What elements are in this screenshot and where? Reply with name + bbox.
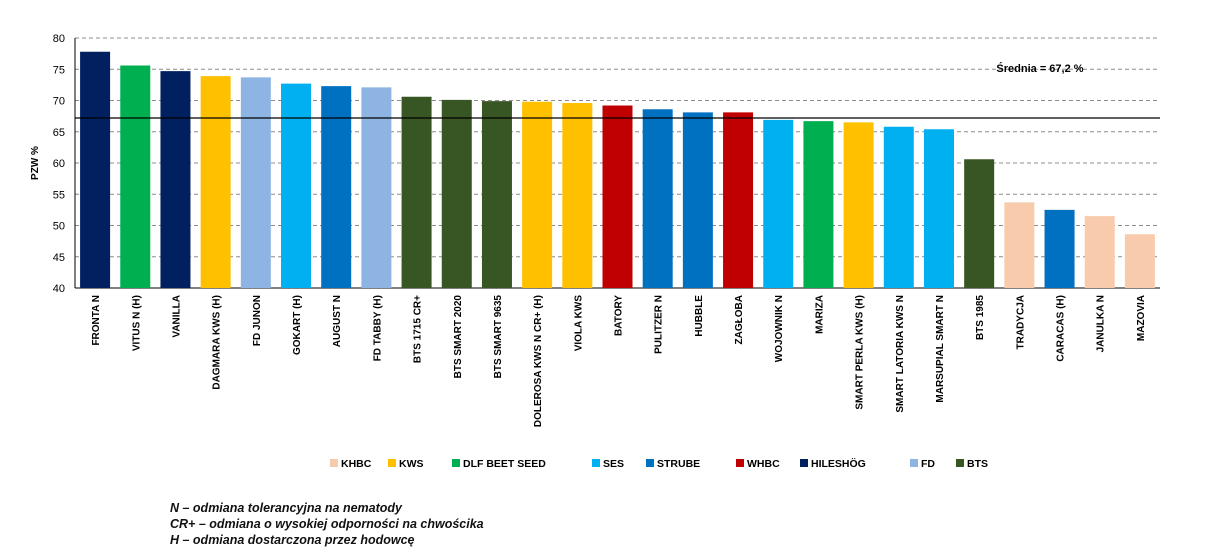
x-tick-label: DAGMARA KWS (H)	[212, 295, 223, 390]
bar	[481, 101, 512, 288]
footnotes: N – odmiana tolerancyjna na nematody CR+…	[170, 500, 770, 548]
y-tick-label: 80	[53, 33, 65, 45]
y-tick-label: 70	[53, 96, 65, 108]
legend-swatch	[736, 459, 744, 467]
legend-swatch	[800, 459, 808, 467]
x-tick-label: BTS 1985	[975, 295, 986, 340]
x-tick-label: FD JUNON	[252, 295, 263, 346]
x-tick-label: CARACAS (H)	[1056, 295, 1067, 362]
bar	[843, 122, 874, 288]
bar	[160, 71, 191, 288]
legend-label: STRUBE	[657, 458, 700, 470]
y-tick-label: 65	[53, 127, 65, 139]
x-tick-label: AUGUST N	[332, 295, 343, 347]
footnote-cr: CR+ – odmiana o wysokiej odporności na c…	[170, 517, 484, 531]
bar	[120, 65, 151, 288]
bar	[240, 77, 271, 288]
bar	[964, 159, 995, 288]
x-tick-label: SMART LATORIA KWS N	[895, 295, 906, 413]
x-tick-label: VITUS N (H)	[131, 295, 142, 351]
bar	[80, 51, 111, 288]
x-tick-label: VIOLA KWS	[573, 295, 584, 352]
bar	[361, 87, 392, 288]
bar	[642, 109, 673, 288]
x-tick-label: MAZOVIA	[1136, 295, 1147, 341]
legend-label: HILESHÖG	[811, 457, 866, 470]
legend-label: FD	[921, 458, 935, 470]
bar	[763, 119, 794, 288]
legend-label: BTS	[967, 458, 988, 470]
x-tick-label: VANILLA	[171, 295, 182, 338]
y-tick-label: 45	[53, 252, 65, 264]
x-tick-label: HUBBLE	[694, 295, 705, 337]
bar	[401, 96, 432, 288]
legend-swatch	[646, 459, 654, 467]
y-tick-label: 60	[53, 158, 65, 170]
legend-swatch	[330, 459, 338, 467]
mean-label: Średnia = 67,2 %	[996, 62, 1083, 75]
y-tick-label: 75	[53, 64, 65, 76]
y-axis-label: PZW %	[30, 146, 41, 180]
legend-swatch	[910, 459, 918, 467]
bar	[200, 76, 231, 288]
x-tick-label: SMART PERLA KWS (H)	[855, 295, 866, 410]
bar	[1084, 216, 1115, 288]
legend-swatch	[388, 459, 396, 467]
footnote-n: N – odmiana tolerancyjna na nematody	[170, 501, 403, 515]
bar	[923, 129, 954, 288]
y-tick-label: 50	[53, 221, 65, 233]
bar	[522, 101, 553, 288]
x-tick-label: DOLEROSA KWS N CR+ (H)	[533, 295, 544, 427]
legend-label: WHBC	[747, 458, 780, 470]
x-tick-label: ZAGŁOBA	[734, 295, 745, 344]
legend-label: DLF BEET SEED	[463, 458, 546, 470]
bar	[441, 99, 472, 288]
x-tick-label: MARIZA	[814, 295, 825, 334]
x-tick-label: GOKART (H)	[292, 295, 303, 355]
legend-label: KHBC	[341, 458, 372, 470]
bar	[602, 105, 633, 288]
x-tick-label: PULITZER N	[654, 295, 665, 354]
x-tick-label: TRADYCJA	[1015, 295, 1026, 349]
legend-label: SES	[603, 458, 624, 470]
bar	[1004, 202, 1035, 288]
bar-chart-svg: 40 45 50 55 60 65 70 75 80 PZW % FRONTA N VITUS N (…	[30, 33, 1160, 470]
x-tick-label: FD TABBY (H)	[372, 295, 383, 361]
bar	[883, 126, 914, 288]
x-tick-label: WOJOWNIK N	[774, 295, 785, 362]
x-tick-label: BTS SMART 2020	[453, 295, 464, 379]
x-tick-label: BATORY	[614, 295, 625, 336]
bar	[1124, 234, 1155, 288]
y-tick-label: 55	[53, 189, 65, 201]
bar	[321, 86, 352, 288]
x-tick-label: BTS 1715 CR+	[413, 295, 424, 363]
x-tick-label: JANULKA N	[1096, 295, 1107, 352]
legend-swatch	[592, 459, 600, 467]
legend-swatch	[452, 459, 460, 467]
bar	[723, 112, 754, 288]
legend-label: KWS	[399, 458, 424, 470]
footnote-h: H – odmiana dostarczona przez hodowcę	[170, 533, 415, 547]
bar	[562, 103, 593, 288]
legend-swatch	[956, 459, 964, 467]
bar	[281, 83, 312, 288]
x-tick-label: BTS SMART 9635	[493, 295, 504, 379]
x-tick-label: FRONTA N	[91, 295, 102, 346]
bar	[682, 112, 713, 288]
bar	[1044, 209, 1075, 288]
bar	[803, 121, 834, 288]
x-tick-label: MARSUPIAL SMART N	[935, 295, 946, 403]
y-tick-label: 40	[53, 283, 65, 295]
